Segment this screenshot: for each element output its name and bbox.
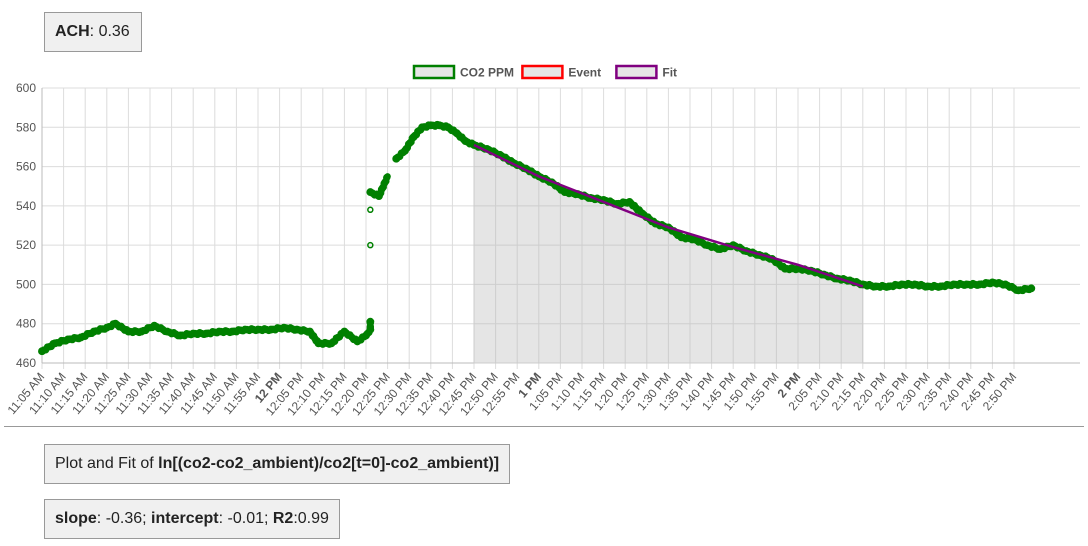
co2-point bbox=[1027, 284, 1036, 293]
y-tick-label: 460 bbox=[16, 356, 36, 370]
y-tick-label: 560 bbox=[16, 160, 36, 174]
legend-label: Fit bbox=[662, 66, 677, 80]
co2-point bbox=[367, 241, 374, 249]
fit-title: Plot and Fit of ln[(co2-co2_ambient)/co2… bbox=[44, 444, 510, 484]
ach-display: ACH: 0.36 bbox=[44, 12, 142, 52]
intercept-value: -0.01 bbox=[227, 510, 264, 527]
y-tick-label: 520 bbox=[16, 238, 36, 252]
legend-label: CO2 PPM bbox=[460, 66, 514, 80]
intercept-label: intercept bbox=[151, 510, 219, 527]
legend-swatch bbox=[412, 64, 456, 80]
r2-value: 0.99 bbox=[297, 510, 329, 527]
legend-label: Event bbox=[568, 66, 601, 80]
legend-swatch bbox=[615, 64, 658, 80]
legend-swatch bbox=[521, 64, 564, 80]
ach-label: ACH bbox=[55, 23, 90, 40]
co2-point bbox=[367, 206, 374, 214]
fit-stats: slope: -0.36; intercept: -0.01; R2:0.99 bbox=[44, 499, 340, 539]
fit-title-prefix: Plot and Fit of bbox=[55, 455, 159, 472]
slope-label: slope bbox=[55, 510, 97, 527]
fit-title-expression: ln[(co2-co2_ambient)/co2[t=0]-co2_ambien… bbox=[158, 455, 500, 472]
y-tick-label: 500 bbox=[16, 277, 36, 291]
fit-line bbox=[473, 143, 864, 288]
co2-point bbox=[366, 317, 375, 326]
divider bbox=[4, 426, 1084, 427]
y-tick-label: 580 bbox=[16, 120, 36, 134]
y-tick-label: 540 bbox=[16, 199, 36, 213]
ach-value: 0.36 bbox=[98, 23, 130, 40]
slope-value: -0.36 bbox=[105, 510, 143, 527]
y-tick-label: 480 bbox=[16, 317, 36, 331]
r2-label: R2 bbox=[272, 510, 294, 527]
y-tick-label: 600 bbox=[16, 81, 36, 95]
co2-point bbox=[384, 173, 391, 180]
